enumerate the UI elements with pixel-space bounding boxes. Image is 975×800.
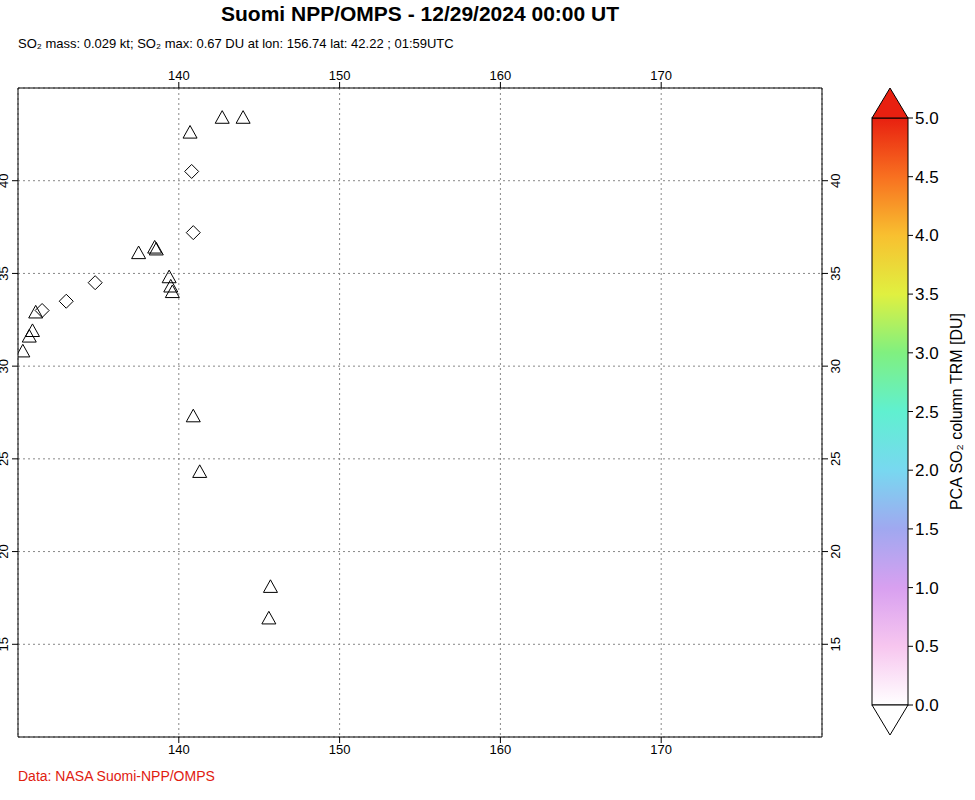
svg-text:35: 35 (8, 266, 11, 280)
svg-text:5.0: 5.0 (915, 109, 939, 128)
svg-text:40: 40 (8, 173, 11, 187)
html-text:Suomi NPP/OMPS - 12/29/2024 00: Suomi NPP/OMPS - 12/29/2024 00:00 UT (221, 2, 619, 25)
svg-text:3.5: 3.5 (915, 285, 939, 304)
html-text:SO₂ mass: 0.029 kt; SO₂ max: 0: SO₂ mass: 0.029 kt; SO₂ max: 0.67 DU at … (18, 36, 454, 51)
svg-text:4.0: 4.0 (915, 226, 939, 245)
svg-text:3.0: 3.0 (915, 344, 939, 363)
svg-text:30: 30 (8, 359, 11, 373)
svg-text:150: 150 (329, 68, 351, 83)
svg-text:40: 40 (828, 173, 843, 187)
svg-text:15: 15 (828, 637, 843, 651)
svg-text:2.0: 2.0 (915, 461, 939, 480)
svg-text:0.0: 0.0 (915, 696, 939, 715)
svg-text:170: 170 (650, 742, 672, 757)
svg-text:35: 35 (828, 266, 843, 280)
svg-text:1.5: 1.5 (915, 520, 939, 539)
svg-text:1.0: 1.0 (915, 579, 939, 598)
svg-text:25: 25 (8, 452, 11, 466)
svg-text:20: 20 (828, 544, 843, 558)
svg-text:150: 150 (329, 742, 351, 757)
svg-text:25: 25 (828, 452, 843, 466)
svg-text:160: 160 (490, 742, 512, 757)
html-text:Data: NASA Suomi-NPP/OMPS: Data: NASA Suomi-NPP/OMPS (18, 768, 215, 784)
svg-text:4.5: 4.5 (915, 168, 939, 187)
svg-text:2.5: 2.5 (915, 403, 939, 422)
svg-text:0.5: 0.5 (915, 637, 939, 656)
svg-text:15: 15 (8, 637, 11, 651)
svg-text:160: 160 (490, 68, 512, 83)
svg-text:30: 30 (828, 359, 843, 373)
svg-text:170: 170 (650, 68, 672, 83)
svg-text:140: 140 (168, 742, 190, 757)
svg-text:20: 20 (8, 544, 11, 558)
svg-text:140: 140 (168, 68, 190, 83)
svg-text:PCA SO₂ column TRM [DU]: PCA SO₂ column TRM [DU] (948, 313, 965, 510)
